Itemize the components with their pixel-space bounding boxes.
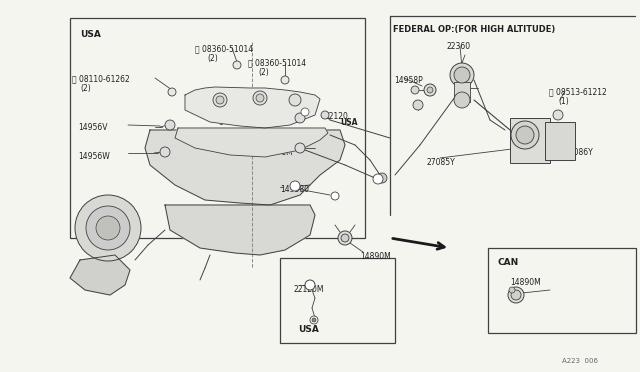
Circle shape [321, 111, 329, 119]
Text: 14958M: 14958M [262, 148, 292, 157]
Text: 14957R: 14957R [218, 118, 248, 127]
Circle shape [509, 287, 515, 293]
Text: USA: USA [298, 325, 319, 334]
Circle shape [160, 147, 170, 157]
Circle shape [553, 110, 563, 120]
Circle shape [233, 61, 241, 69]
Text: 14890M: 14890M [510, 278, 541, 287]
Circle shape [310, 316, 318, 324]
Text: 22120: 22120 [325, 112, 349, 121]
Circle shape [96, 216, 120, 240]
Text: Ⓑ 08110-61262: Ⓑ 08110-61262 [72, 74, 130, 83]
Circle shape [373, 174, 383, 184]
Circle shape [454, 67, 470, 83]
Text: 14956V: 14956V [78, 123, 108, 132]
Circle shape [341, 234, 349, 242]
Circle shape [516, 126, 534, 144]
Circle shape [290, 181, 300, 191]
Text: (2): (2) [258, 68, 269, 77]
Text: USA: USA [80, 30, 101, 39]
Polygon shape [165, 205, 315, 255]
Circle shape [289, 94, 301, 106]
Circle shape [511, 290, 521, 300]
Circle shape [253, 91, 267, 105]
Circle shape [454, 92, 470, 108]
Text: USA: USA [340, 118, 358, 127]
Text: (2): (2) [207, 54, 218, 63]
Circle shape [312, 318, 316, 322]
Bar [70, 18, 365, 238]
Polygon shape [175, 128, 328, 157]
Circle shape [427, 87, 433, 93]
Circle shape [295, 113, 305, 123]
Text: 22120M: 22120M [294, 285, 324, 294]
Circle shape [411, 86, 419, 94]
Circle shape [281, 76, 289, 84]
Polygon shape [70, 255, 130, 295]
Bar [280, 258, 395, 343]
Text: CAN: CAN [498, 258, 519, 267]
Circle shape [508, 287, 524, 303]
Text: 22360: 22360 [447, 42, 471, 51]
Circle shape [168, 88, 176, 96]
Circle shape [295, 143, 305, 153]
Bar [510, 118, 550, 163]
Text: 27085Y: 27085Y [427, 158, 456, 167]
Text: (1): (1) [558, 97, 569, 106]
Circle shape [305, 280, 315, 290]
Text: FEDERAL OP:(FOR HIGH ALTITUDE): FEDERAL OP:(FOR HIGH ALTITUDE) [393, 25, 556, 34]
Text: 149580: 149580 [280, 185, 309, 194]
Text: (2): (2) [80, 84, 91, 93]
Bar [488, 248, 636, 333]
Text: 27086Y: 27086Y [565, 148, 594, 157]
Circle shape [86, 206, 130, 250]
Text: 14956W: 14956W [78, 152, 109, 161]
Circle shape [511, 121, 539, 149]
Circle shape [413, 100, 423, 110]
Polygon shape [185, 87, 320, 128]
Text: Ⓢ 08360-51014: Ⓢ 08360-51014 [195, 44, 253, 53]
Circle shape [424, 84, 436, 96]
Circle shape [338, 231, 352, 245]
Bar [545, 122, 575, 160]
Circle shape [331, 192, 339, 200]
Text: 14958P: 14958P [394, 76, 423, 85]
Circle shape [377, 173, 387, 183]
Circle shape [213, 93, 227, 107]
Polygon shape [145, 130, 345, 205]
Circle shape [301, 108, 309, 116]
Text: A223  006: A223 006 [562, 358, 598, 364]
Text: 14890M: 14890M [360, 252, 391, 261]
Text: Ⓢ 08513-61212: Ⓢ 08513-61212 [549, 87, 607, 96]
Text: Ⓢ 08360-51014: Ⓢ 08360-51014 [248, 58, 306, 67]
Circle shape [75, 195, 141, 261]
Circle shape [450, 63, 474, 87]
Bar [454, 82, 470, 102]
Circle shape [165, 120, 175, 130]
Circle shape [216, 96, 224, 104]
Circle shape [256, 94, 264, 102]
